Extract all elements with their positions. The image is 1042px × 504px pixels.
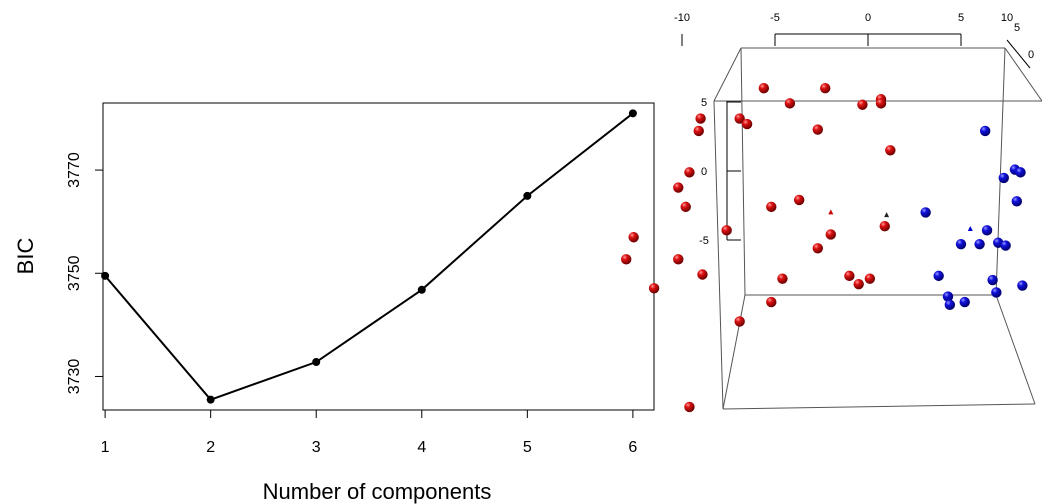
scatter3d-point-cluster-1 (758, 83, 770, 94)
scatter3d-point-cluster-2 (981, 225, 993, 236)
scatter3d-left-tick-label: -5 (699, 235, 709, 247)
bic-series-line (104, 112, 634, 401)
scatter3d-left-tick-label: 0 (701, 166, 707, 178)
scatter3d-point-cluster-2 (933, 270, 944, 282)
scatter3d-point-cluster-1 (766, 296, 777, 308)
scatter3d-point-cluster-1 (853, 278, 864, 290)
scatter3d-centroid (828, 209, 834, 215)
scatter3d-point-cluster-1 (673, 182, 684, 193)
scatter3d-point-cluster-1 (628, 232, 639, 243)
scatter3d-point-cluster-1 (820, 83, 831, 94)
box-edge (722, 403, 1036, 410)
scatter3d-point-cluster-1 (695, 113, 706, 124)
box-edge (722, 294, 746, 410)
bic-x-tick-label: 5 (523, 439, 532, 456)
bic-y-axis: 3730 3750 3770 (66, 152, 104, 395)
box-edge (713, 100, 724, 410)
scatter3d-point-cluster-1 (673, 254, 684, 265)
bic-data-point (312, 358, 321, 367)
scatter3d-point-cluster-2 (959, 296, 970, 308)
scatter3d-point-cluster-2 (974, 238, 985, 250)
scatter3d-point-cluster-1 (741, 118, 753, 130)
bic-x-tick-label: 1 (101, 439, 110, 456)
scatter3d-point-cluster-1 (621, 254, 632, 265)
scatter3d-point-cluster-2 (998, 172, 1009, 184)
bic-data-point (206, 395, 215, 404)
scatter3d-top-tick-label: -5 (770, 12, 780, 24)
scatter3d-point-cluster-2 (942, 291, 954, 302)
bic-x-tick-label: 3 (312, 439, 321, 456)
scatter3d-side-tick-label: 10 (1001, 12, 1013, 24)
bic-y-axis-label: BIC (13, 238, 38, 275)
scatter3d-point-cluster-2 (987, 274, 998, 286)
scatter3d-point-cluster-1 (875, 98, 887, 109)
scatter3d-top-tick-label: 0 (865, 12, 871, 24)
box-edge (995, 47, 1006, 296)
scatter3d-point-cluster-1 (885, 145, 896, 156)
scatter3d-point-cluster-2 (991, 287, 1002, 298)
bic-x-axis: 1 2 3 4 5 6 (101, 409, 637, 456)
scatter3d-point-cluster-2 (1015, 167, 1026, 178)
scatter3d-point-cluster-1 (648, 283, 660, 294)
bic-y-tick-label: 3750 (66, 255, 83, 291)
scatter3d-top-tick-label: -10 (674, 12, 690, 24)
scatter3d-point-cluster-1 (734, 113, 745, 124)
scatter3d-centroid (884, 212, 890, 218)
scatter3d-point-cluster-1 (844, 270, 855, 282)
bic-plot-frame (102, 102, 655, 411)
scatter3d-point-cluster-1 (793, 194, 805, 206)
bic-data-point (417, 285, 426, 294)
scatter3d-top-ticks: -10-50510 (674, 12, 964, 46)
bic-data-point (523, 191, 532, 200)
bic-data-point (628, 109, 637, 118)
bic-x-tick-label: 4 (417, 439, 426, 456)
bic-y-tick-label: 3770 (66, 152, 83, 188)
scatter3d-point-cluster-1 (734, 316, 745, 327)
scatter3d-point-cluster-2 (979, 125, 991, 137)
scatter3d-left-tick-label: 5 (701, 97, 707, 109)
bic-chart: 1 2 3 4 5 6 3730 3750 3770 Number of components… (13, 102, 655, 504)
scatter3d-point-cluster-2 (1011, 196, 1022, 207)
scatter3d-side-tick-label: 0 (1028, 49, 1034, 61)
scatter3d-point-cluster-1 (680, 201, 691, 213)
bic-x-tick-label: 6 (628, 439, 637, 456)
scatter3d-point-cluster-1 (777, 273, 788, 284)
scatter3d-point-cluster-1 (766, 201, 777, 213)
scatter3d-point-cluster-1 (684, 167, 695, 178)
box-edge (740, 47, 746, 296)
scatter3d-point-cluster-1 (697, 269, 708, 280)
scatter3d-centroid (967, 225, 973, 231)
scatter3d-point-cluster-1 (857, 99, 868, 110)
bic-y-tick-label: 3730 (66, 359, 83, 395)
scatter3d-point-cluster-2 (955, 238, 967, 250)
bic-x-axis-label: Number of components (263, 479, 492, 504)
scatter3d-point-cluster-1 (684, 401, 695, 413)
box-edge (995, 294, 1036, 405)
box-edge (1004, 47, 1042, 102)
scatter3d-point-cluster-1 (812, 124, 823, 135)
scatter3d-left-ticks: 5 0 -5 (699, 97, 741, 247)
bic-data-point (101, 271, 110, 280)
scatter3d-point-cluster-1 (879, 221, 890, 232)
scatter3d-points (621, 83, 1028, 413)
scatter3d-point-cluster-1 (784, 98, 796, 109)
scatter3d-top-tick-label: 5 (958, 12, 964, 24)
scatter3d-point-cluster-2 (920, 207, 931, 218)
scatter3d-point-cluster-1 (721, 225, 732, 236)
bic-x-tick-label: 2 (206, 439, 215, 456)
scatter3d-side-tick-label: 5 (1014, 22, 1020, 34)
scatter3d-point-cluster-2 (1000, 240, 1011, 251)
scatter3d-point-cluster-1 (812, 243, 823, 254)
scatter3d-point-cluster-1 (693, 125, 704, 137)
scatter3d-point-cluster-1 (825, 229, 836, 240)
bic-series (101, 109, 637, 404)
scatter3d-point-cluster-2 (944, 299, 956, 311)
box-edge (713, 47, 742, 102)
scatter3d-point-cluster-1 (864, 273, 876, 284)
scatter3d-side-axis-line (1006, 39, 1031, 69)
scatter3d-side-ticks: 105 0 (1001, 12, 1034, 61)
scatter3d-point-cluster-2 (1017, 280, 1028, 291)
